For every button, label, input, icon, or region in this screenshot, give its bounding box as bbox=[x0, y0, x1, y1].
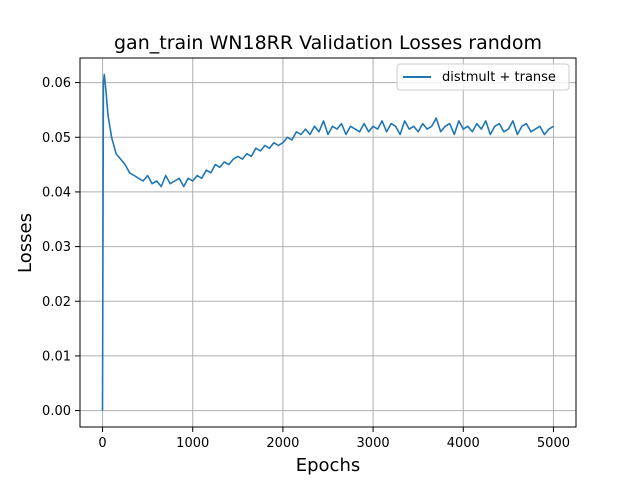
y-tick-label: 0.06 bbox=[42, 76, 71, 91]
y-tick-label: 0.04 bbox=[42, 185, 71, 200]
grid-lines bbox=[80, 58, 576, 427]
x-axis-ticks: 0 1000 2000 3000 4000 5000 bbox=[98, 427, 570, 451]
y-tick-label: 0.03 bbox=[42, 240, 71, 255]
x-tick-label: 0 bbox=[98, 436, 106, 451]
plot-frame bbox=[79, 57, 577, 428]
x-tick-label: 4000 bbox=[447, 436, 480, 451]
y-tick-label: 0.02 bbox=[42, 295, 71, 310]
x-axis-label: Epochs bbox=[296, 455, 361, 476]
legend-label: distmult + transe bbox=[442, 70, 556, 85]
y-tick-label: 0.01 bbox=[42, 349, 71, 364]
x-tick-label: 5000 bbox=[537, 436, 570, 451]
y-axis-ticks: 0.00 0.01 0.02 0.03 0.04 0.05 0.06 bbox=[42, 76, 80, 419]
y-tick-label: 0.05 bbox=[42, 131, 71, 146]
y-axis-label: Losses bbox=[15, 213, 36, 273]
legend-box bbox=[396, 63, 570, 91]
chart-title: gan_train WN18RR Validation Losses rando… bbox=[114, 32, 542, 54]
x-tick-label: 2000 bbox=[266, 436, 299, 451]
series-line-distmult-transe bbox=[101, 73, 554, 411]
x-tick-label: 3000 bbox=[357, 436, 390, 451]
legend: distmult + transe bbox=[396, 63, 570, 91]
x-tick-label: 1000 bbox=[176, 436, 209, 451]
y-tick-label: 0.00 bbox=[42, 404, 71, 419]
series-layer bbox=[101, 73, 554, 411]
